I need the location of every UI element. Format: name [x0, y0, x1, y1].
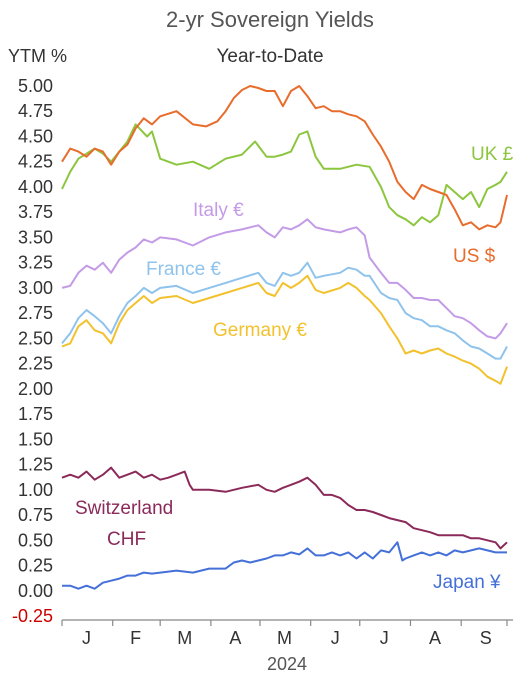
y-tick-label: 1.00 — [18, 480, 53, 500]
y-tick-label: 0.75 — [18, 505, 53, 525]
y-tick-label: 5.00 — [18, 76, 53, 96]
series-label: Japan ¥ — [433, 572, 501, 593]
y-tick-label: 0.50 — [18, 530, 53, 550]
x-tick-label: A — [229, 628, 241, 648]
y-tick-label: 2.75 — [18, 303, 53, 323]
x-tick-label: A — [429, 628, 441, 648]
chart-subtitle: Year-to-Date — [216, 46, 323, 67]
x-tick-label: M — [277, 628, 292, 648]
y-tick-label: 4.00 — [18, 177, 53, 197]
y-tick-label: 4.75 — [18, 101, 53, 121]
y-axis-label: YTM % — [8, 46, 67, 66]
series-line-2 — [61, 218, 508, 340]
y-tick-label: -0.25 — [12, 606, 53, 626]
y-tick-label: 0.00 — [18, 581, 53, 601]
y-tick-label: 2.00 — [18, 379, 53, 399]
x-axis-label: 2024 — [267, 654, 307, 674]
y-axis: -0.25 0.00 0.25 0.50 0.75 1.00 1.25 1.50 1.75 2.0… — [12, 76, 53, 626]
series-line-4 — [61, 274, 508, 385]
series-line-1 — [61, 85, 508, 231]
y-tick-label: 3.00 — [18, 278, 53, 298]
series-label: Switzerland — [75, 498, 173, 519]
y-tick-label: 3.25 — [18, 253, 53, 273]
series-label: US $ — [453, 246, 496, 267]
y-tick-label: 2.25 — [18, 354, 53, 374]
series-lines — [61, 85, 508, 590]
chart-title: 2-yr Sovereign Yields — [166, 7, 374, 32]
x-tick-label: M — [177, 628, 192, 648]
series-line-3 — [61, 261, 508, 360]
y-tick-label: 1.75 — [18, 404, 53, 424]
y-tick-label: 4.50 — [18, 126, 53, 146]
x-tick-label: J — [331, 628, 340, 648]
series-label: Italy € — [193, 200, 244, 221]
y-tick-label: 4.25 — [18, 152, 53, 172]
series-line-5 — [61, 466, 508, 550]
y-tick-label: 1.25 — [18, 455, 53, 475]
series-label: CHF — [107, 529, 146, 550]
x-tick-label: J — [380, 628, 389, 648]
series-line-0 — [61, 123, 508, 227]
x-tick-label: S — [480, 628, 492, 648]
y-tick-label: 1.50 — [18, 429, 53, 449]
series-line-6 — [62, 541, 507, 590]
x-tick-label: F — [130, 628, 141, 648]
series-label: France € — [146, 259, 221, 280]
y-tick-label: 2.50 — [18, 328, 53, 348]
x-tick-label: J — [82, 628, 91, 648]
y-tick-label: 0.25 — [18, 556, 53, 576]
y-tick-label: 3.75 — [18, 202, 53, 222]
series-label: Germany € — [213, 320, 307, 341]
y-tick-label: 3.50 — [18, 227, 53, 247]
series-label: UK £ — [471, 144, 514, 165]
series-labels: UK £ US $ Italy € France € Germany € Switzerl… — [75, 144, 514, 593]
